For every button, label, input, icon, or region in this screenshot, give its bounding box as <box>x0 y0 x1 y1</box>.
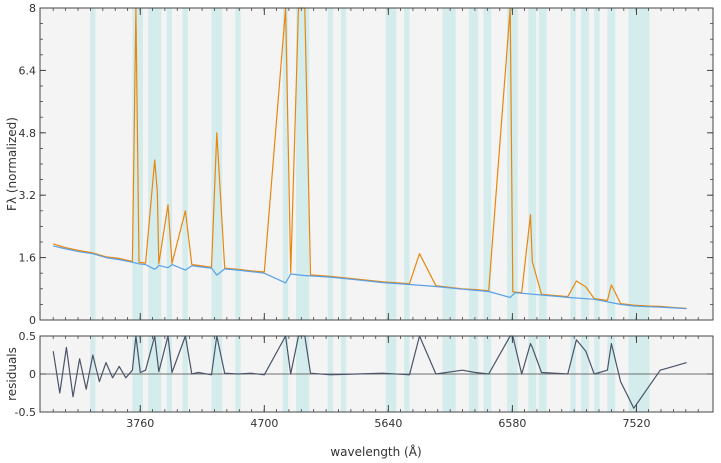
masked-region <box>538 8 547 320</box>
masked-region <box>570 8 576 320</box>
masked-region <box>507 8 518 320</box>
y-tick-label: 3.2 <box>19 189 37 202</box>
masked-region <box>528 8 537 320</box>
y-tick-label: 0 <box>29 314 36 327</box>
masked-region <box>296 8 310 320</box>
residuals-y-tick-labels: -0.5 0 0.5 <box>15 330 36 419</box>
masked-region <box>340 8 347 320</box>
y-tick-label: -0.5 <box>15 406 36 419</box>
residuals-panel: -0.500.5 3760 4700 5640 6580 7520 residuals … <box>5 330 714 459</box>
masked-region <box>581 8 589 320</box>
x-tick-label: 4700 <box>250 417 278 430</box>
residuals-y-axis-label: residuals <box>5 347 19 401</box>
masked-region <box>607 8 616 320</box>
masked-region <box>182 8 188 320</box>
residuals-ticks <box>40 335 713 413</box>
y-tick-label: 8 <box>29 2 36 15</box>
masked-region <box>90 8 96 320</box>
spectrum-y-axis-label: Fλ (normalized) <box>5 117 19 211</box>
spectrum-series <box>53 7 687 310</box>
residuals-series-line <box>52 335 687 409</box>
masked-region <box>404 8 410 320</box>
masked-region <box>235 8 241 320</box>
masked-region <box>327 8 333 320</box>
x-tick-label: 6580 <box>498 417 526 430</box>
spectrum-y-tick-labels: 0 1.6 3.2 4.8 6.4 8 <box>19 2 37 327</box>
y-tick-label: 4.8 <box>19 127 37 140</box>
masked-region <box>483 8 492 320</box>
x-tick-labels: 3760 4700 5640 6580 7520 <box>126 417 650 430</box>
x-tick-label: 5640 <box>374 417 402 430</box>
spectrum-ticks <box>40 7 713 321</box>
observed-series-line <box>53 7 687 309</box>
masked-region <box>594 8 600 320</box>
residuals-series <box>52 335 687 409</box>
model-series-line <box>53 245 687 310</box>
y-tick-label: 0.5 <box>19 330 37 343</box>
masked-region <box>282 8 289 320</box>
spectrum-panel: 0 1.6 3.2 4.8 6.4 8 Fλ (normalized) <box>5 2 714 327</box>
x-tick-label: 3760 <box>126 417 154 430</box>
masked-region <box>442 8 456 320</box>
y-tick-label: 0 <box>29 368 36 381</box>
masked-region <box>385 8 397 320</box>
masked-region <box>211 8 223 320</box>
x-tick-label: 7520 <box>622 417 650 430</box>
masked-region <box>628 8 650 320</box>
masked-region <box>468 8 479 320</box>
masked-region <box>166 8 172 320</box>
y-tick-label: 1.6 <box>19 252 37 265</box>
y-tick-label: 6.4 <box>19 64 37 77</box>
x-axis-label: wavelength (Å) <box>330 444 421 459</box>
